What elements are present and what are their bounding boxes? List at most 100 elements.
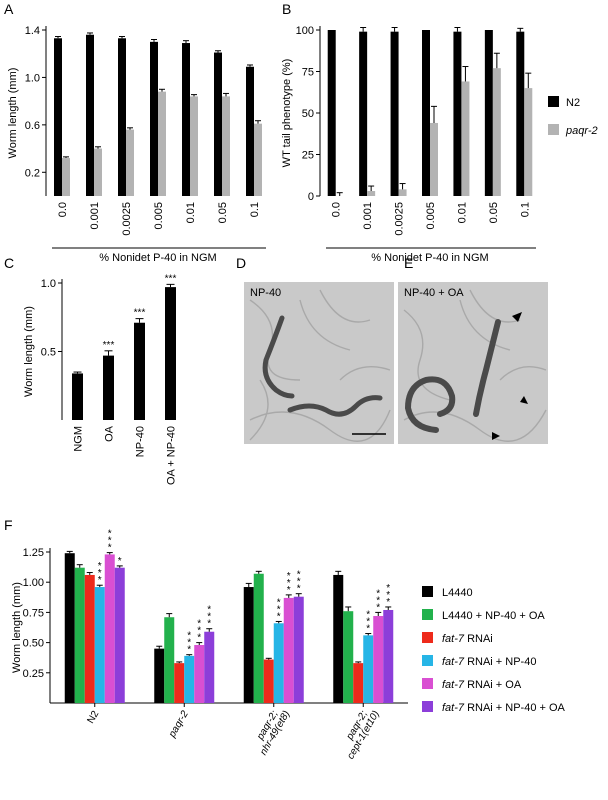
chart-a-y-label: Worm length (mm) (7, 68, 19, 159)
bar-n2 (516, 31, 525, 196)
significance-star: * (376, 595, 380, 606)
bar-paqr2 (62, 158, 70, 196)
legend-label-fat7: fat-7 RNAi (442, 633, 493, 645)
bar-fat7_np40 (184, 655, 195, 703)
chart-b-y-label: WT tail phenotype (%) (281, 59, 293, 168)
legend-label-fat7_np40: fat-7 RNAi + NP-40 (442, 656, 536, 668)
x-tick-label: 0.01 (185, 202, 197, 223)
bar-paqr2 (461, 81, 470, 196)
chart-f-y-tick-label: 1.25 (23, 547, 44, 559)
significance-star: * (207, 619, 211, 630)
group-label-f: paqr-2 (166, 709, 191, 741)
significance-star: * (287, 578, 291, 589)
bar-n2 (246, 66, 254, 196)
photo-e-label: NP-40 + OA (404, 287, 464, 299)
bar-n2 (182, 43, 190, 196)
chart-f-y-tick-label: 1.00 (23, 577, 44, 589)
bar-paqr2 (367, 191, 376, 196)
chart-a-y-tick-label: 0.6 (25, 120, 40, 132)
arrowhead-1 (512, 312, 522, 322)
worm-e2 (473, 319, 501, 417)
significance-star: * (207, 612, 211, 623)
significance-star: * (118, 556, 122, 567)
significance-star: * (277, 611, 281, 622)
panel-letter-d: D (236, 255, 246, 271)
bar-l4440_np40_oa (164, 617, 175, 703)
bar-fat7_oa (373, 616, 384, 703)
chart-a-y-tick-label: 0.2 (25, 167, 40, 179)
x-tick-label: 0.005 (425, 202, 437, 230)
chart-c-y-tick-label: 1.0 (41, 278, 56, 290)
x-tick-label: 0.005 (153, 202, 165, 230)
x-tick-label: 0.0025 (394, 202, 406, 236)
bar-fat7 (84, 574, 95, 703)
legend-label-l4440_np40_oa: L4440 + NP-40 + OA (442, 610, 545, 622)
x-tick-label: 0.001 (362, 202, 374, 230)
legend-swatch-fat7 (422, 632, 433, 643)
bar-paqr2 (430, 122, 438, 196)
bar-fat7_oa (283, 597, 294, 703)
bar-c (72, 373, 83, 420)
significance-star: * (187, 631, 191, 642)
significance-star: * (386, 590, 390, 601)
x-tick-label: 0.0 (57, 202, 69, 217)
worm-d1 (262, 315, 295, 399)
x-tick-label: 0.1 (519, 202, 531, 217)
chart-f-y-tick-label: 0.25 (23, 668, 44, 680)
legend-swatch-fat7_np40 (422, 655, 433, 666)
bar-n2 (484, 30, 493, 196)
bar-n2 (150, 41, 158, 196)
significance-star: * (366, 610, 370, 621)
arrowhead-3 (492, 432, 500, 440)
bar-fat7 (263, 659, 274, 703)
significance-star: * (297, 584, 301, 595)
chart-a: 0.2 0.6 1.0 1.4 Worm length (mm) 0.0 0.001 0.00… (7, 25, 266, 264)
panel-letter-f: F (4, 517, 13, 533)
significance-star: * (386, 597, 390, 608)
bar-paqr2 (398, 189, 407, 196)
chart-a-y-tick-label: 1.0 (25, 72, 40, 84)
bar-c (134, 322, 145, 420)
bar-c (103, 355, 114, 420)
bar-fat7 (353, 663, 364, 703)
x-tick-label: 0.01 (456, 202, 468, 223)
legend-label-fat7_oa: fat-7 RNAi + OA (442, 679, 522, 691)
chart-b-y-tick-label: 100 (296, 25, 314, 37)
legend-swatch-fat7_np40_oa (422, 701, 433, 712)
significance-star: * (287, 585, 291, 596)
bar-l4440_np40_oa (74, 567, 85, 703)
chart-c-y-tick-label: 0.5 (41, 347, 56, 359)
chart-a-y-tick-label: 1.4 (25, 25, 40, 37)
chart-b-y-tick-label: 25 (302, 150, 314, 162)
legend-label-fat7_np40_oa: fat-7 RNAi + NP-40 + OA (442, 702, 566, 714)
legend-label-n2: N2 (566, 97, 580, 109)
legend-swatch-fat7_oa (422, 678, 433, 689)
bar-n2 (422, 30, 430, 196)
bar-l4440 (243, 587, 254, 703)
bar-c (165, 287, 176, 420)
chart-c-y-label: Worm length (mm) (23, 306, 35, 397)
chart-b-y-tick-label: 75 (302, 67, 314, 79)
panel-letter-e: E (404, 255, 413, 271)
significance-star: * (207, 605, 211, 616)
significance-star: * (197, 619, 201, 630)
significance-star: * (98, 575, 102, 586)
bar-n2 (54, 38, 62, 196)
significance-star: * (197, 626, 201, 637)
bar-l4440_np40_oa (343, 611, 354, 703)
photo-e (398, 282, 548, 444)
chart-c: 0.5 1.0 Worm length (mm) NGM *** OA *** NP-40 **… (23, 273, 178, 485)
chart-f-y-label: Worm length (mm) (11, 582, 23, 673)
significance-star: * (386, 583, 390, 594)
bar-n2 (390, 31, 399, 196)
x-tick-label-c: NP-40 (135, 426, 147, 457)
bar-fat7_oa (104, 554, 115, 703)
bar-fat7_np40 (273, 623, 284, 703)
photo-d-label: NP-40 (250, 287, 281, 299)
bar-fat7 (174, 663, 185, 703)
bar-paqr2 (94, 148, 102, 196)
panel-letter-a: A (4, 1, 14, 17)
bar-n2 (118, 38, 126, 196)
arrowhead-2 (520, 396, 528, 404)
